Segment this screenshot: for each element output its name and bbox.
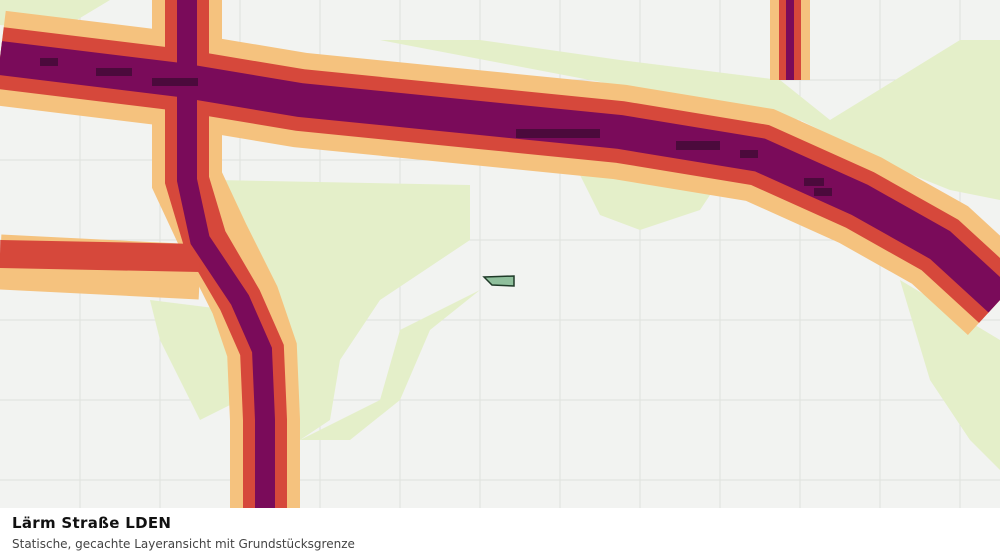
- noise-band-high: [0, 240, 201, 272]
- layer-title: Lärm Straße LDEN: [12, 514, 172, 532]
- map-canvas: [0, 0, 1000, 508]
- parcel-boundary: [482, 275, 515, 287]
- noise-band-very-high: [0, 41, 1000, 313]
- noise-zone-extreme: [40, 58, 832, 196]
- layer-subtitle: Statische, gecachte Layeransicht mit Gru…: [12, 537, 355, 551]
- caption-panel: Lärm Straße LDEN Statische, gecachte Lay…: [0, 508, 1000, 560]
- noise-zone-low: [0, 0, 1000, 470]
- noise-band-very-high: [177, 0, 275, 508]
